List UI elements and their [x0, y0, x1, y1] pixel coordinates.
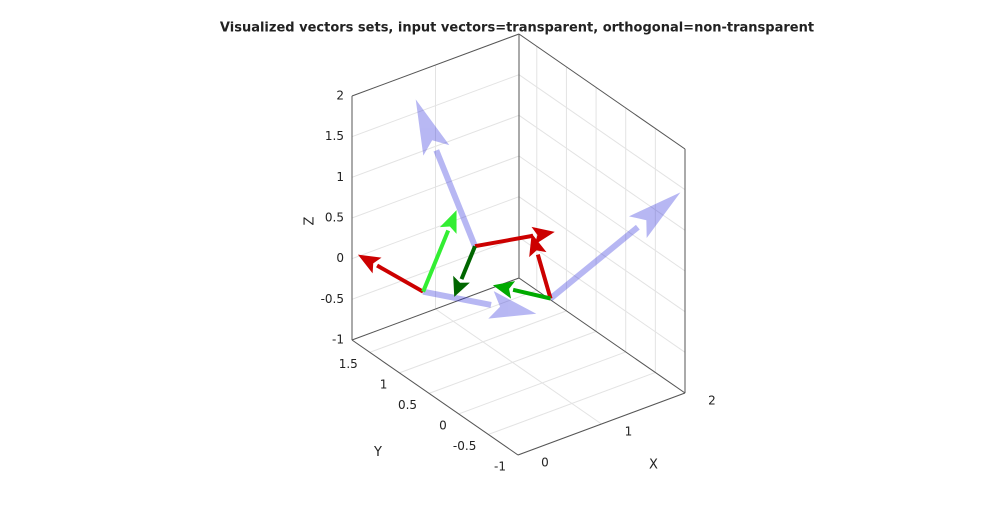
x-axis-label: X: [649, 458, 658, 473]
arrow-head: [628, 192, 681, 239]
grid-line: [351, 196, 520, 260]
grid-line: [351, 74, 520, 138]
x-tick-label: 0: [541, 456, 549, 470]
grid-line: [518, 196, 686, 313]
vector-arrow: [492, 281, 552, 301]
axis-edge: [351, 339, 519, 456]
arrow-head: [357, 254, 382, 274]
grid-line: [399, 310, 567, 374]
arrow-shaft: [535, 254, 553, 300]
vector-arrow: [529, 233, 553, 300]
vector-arrow: [474, 226, 555, 249]
axis-edge: [517, 392, 686, 456]
grid-line: [435, 308, 602, 425]
grid-line: [518, 155, 686, 272]
vector-arrow: [548, 192, 681, 301]
grid-line: [351, 236, 520, 300]
arrow-shaft: [422, 288, 492, 308]
arrow-shaft: [474, 233, 534, 249]
z-tick-label: 1: [336, 170, 344, 184]
grid-line: [351, 155, 520, 219]
y-tick-label: 0.5: [398, 398, 417, 412]
grid-line: [518, 114, 686, 231]
arrow-head: [453, 275, 470, 297]
vector-arrow: [421, 210, 457, 293]
vector-arrow: [453, 245, 477, 297]
grid-line: [488, 371, 656, 435]
grid-line: [351, 114, 520, 178]
arrow-head: [531, 226, 555, 245]
y-tick-label: -1: [494, 460, 506, 474]
y-tick-label: 1.5: [339, 357, 358, 371]
x-tick-label: 1: [625, 425, 633, 439]
grid-line: [428, 330, 597, 394]
axis-edge: [351, 277, 520, 341]
vector-arrow: [422, 288, 537, 319]
arrow-shaft: [548, 224, 640, 301]
arrow-head: [439, 210, 457, 234]
axis-edge: [351, 33, 520, 97]
arrow-shaft: [459, 245, 477, 280]
grid-line: [458, 351, 626, 415]
grid-line: [518, 74, 686, 191]
arrow-shaft: [512, 287, 552, 301]
grid-line: [369, 289, 537, 353]
y-tick-label: 0: [439, 418, 447, 432]
z-tick-label: 1.5: [325, 129, 344, 143]
arrow-head: [415, 99, 450, 156]
arrow-head: [492, 281, 516, 299]
x-tick-label: 2: [708, 394, 716, 408]
arrow-head: [529, 233, 547, 258]
y-axis-label: Y: [373, 445, 382, 460]
arrow-shaft: [433, 149, 478, 248]
arrow-shaft: [376, 263, 425, 294]
axis-edge: [518, 33, 686, 150]
z-axis-label: Z: [303, 216, 318, 225]
z-tick-label: 0: [336, 251, 344, 265]
z-tick-label: -1: [332, 333, 344, 347]
vector-arrow: [357, 254, 425, 294]
z-tick-label: -0.5: [321, 292, 344, 306]
y-tick-label: -0.5: [453, 439, 476, 453]
grid-line: [518, 236, 686, 353]
z-tick-label: 2: [336, 89, 344, 103]
chart-title: Visualized vectors sets, input vectors=t…: [220, 21, 814, 36]
vector-arrow: [415, 99, 478, 248]
z-tick-label: 0.5: [325, 211, 344, 225]
arrow-shaft: [421, 229, 451, 293]
y-tick-label: 1: [380, 377, 388, 391]
arrow-head: [488, 291, 537, 319]
